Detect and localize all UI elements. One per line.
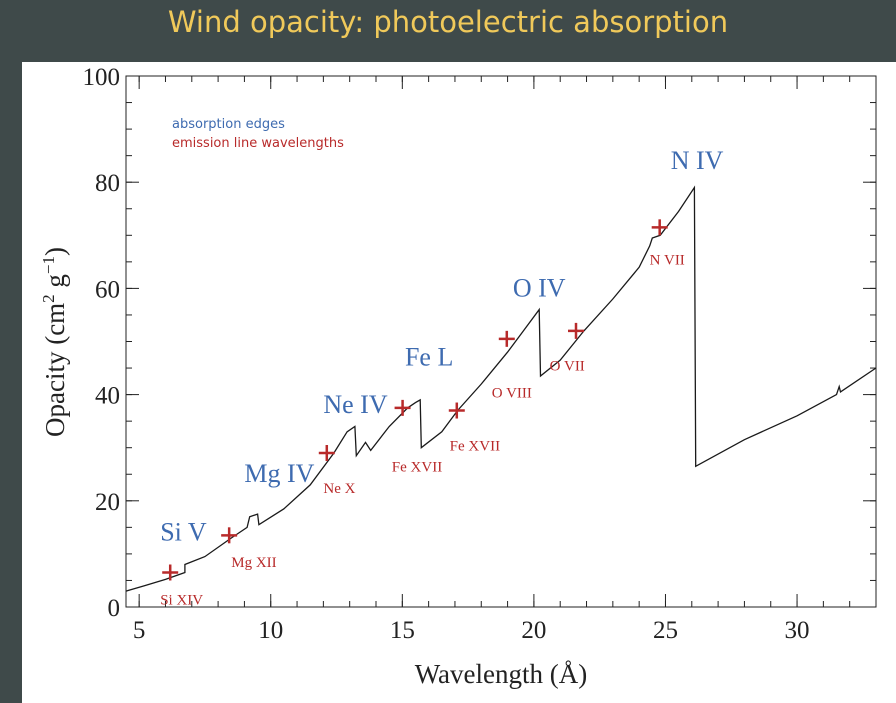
y-tick-label: 20 (95, 489, 120, 516)
y-tick-label: 60 (95, 276, 120, 303)
emission-line-label: Mg XII (231, 555, 276, 571)
emission-line-label: N VII (650, 253, 685, 269)
edge-label: Mg IV (244, 459, 314, 488)
edge-label: N IV (671, 146, 724, 175)
emission-line-label: O VII (550, 359, 585, 375)
edge-label: Fe L (405, 342, 453, 371)
edge-label: Si V (160, 518, 207, 547)
x-tick-label: 10 (258, 617, 283, 644)
emission-lines: Si XIV Mg XII Ne X Fe XVII Fe XVII O VIII O VI… (160, 219, 685, 608)
emission-line-label: Fe XVII (392, 460, 442, 476)
legend-edges-label: absorption edges (172, 117, 285, 132)
x-tick-label: 30 (785, 617, 810, 644)
x-tick-label: 25 (653, 617, 678, 644)
y-tick-label: 40 (95, 383, 120, 410)
x-tick-label: 5 (133, 617, 146, 644)
edge-labels: Si V Mg IV Ne IV Fe L O IV N IV (160, 146, 723, 547)
axis-ticks: 5 10 15 20 25 30 0 20 40 60 80 100 (83, 64, 877, 644)
edge-label: O IV (513, 273, 566, 302)
opacity-curve (125, 185, 877, 592)
emission-line-label: Fe XVII (450, 438, 500, 454)
emission-line-label: O VIII (492, 385, 532, 401)
legend-lines-label: emission line wavelengths (172, 136, 344, 151)
plot-frame (125, 75, 877, 608)
emission-line-label: Ne X (323, 481, 355, 497)
y-axis-label: Opacity (cm2 g−1) (39, 247, 70, 437)
opacity-chart: 5 10 15 20 25 30 0 20 40 60 80 100 Si V Mg IV Ne IV Fe… (39, 64, 877, 689)
y-tick-label: 80 (95, 170, 120, 197)
plot-card: 5 10 15 20 25 30 0 20 40 60 80 100 Si V Mg IV Ne IV Fe… (22, 62, 896, 703)
edge-label: Ne IV (323, 390, 387, 419)
y-tick-label: 100 (83, 64, 121, 91)
emission-line-label: Si XIV (160, 592, 203, 608)
slide-title: Wind opacity: photoelectric absorption (167, 5, 729, 39)
x-tick-label: 20 (521, 617, 546, 644)
x-axis-label: Wavelength (Å) (415, 659, 588, 689)
x-tick-label: 15 (390, 617, 415, 644)
y-tick-label: 0 (108, 595, 121, 622)
